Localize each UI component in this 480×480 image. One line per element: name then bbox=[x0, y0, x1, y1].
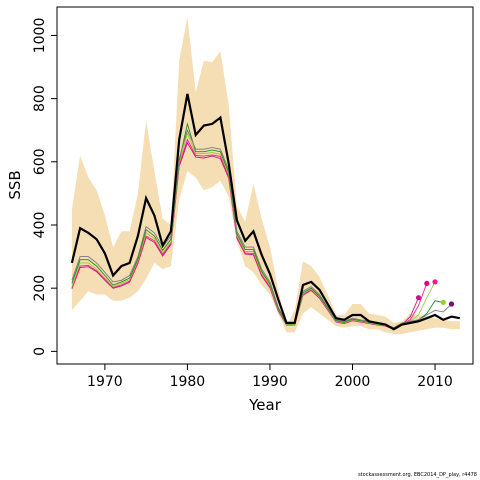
y-tick-label: 200 bbox=[32, 275, 48, 302]
y-tick-label: 400 bbox=[32, 212, 48, 239]
y-tick-label: 800 bbox=[32, 85, 48, 112]
x-tick-label: 1990 bbox=[252, 374, 288, 390]
endpoint-marker-1 bbox=[448, 301, 455, 307]
x-tick-label: 1980 bbox=[170, 374, 206, 390]
endpoint-marker-5 bbox=[415, 295, 422, 301]
y-tick-label: 600 bbox=[32, 148, 48, 175]
y-tick-label: 0 bbox=[32, 347, 48, 356]
retro-series-line-3 bbox=[71, 132, 436, 330]
endpoint-marker-4 bbox=[424, 280, 430, 286]
x-tick-label: 1970 bbox=[87, 374, 123, 390]
confidence-band bbox=[71, 16, 460, 334]
x-tick-label: 2000 bbox=[335, 374, 371, 390]
endpoint-markers bbox=[415, 279, 455, 307]
x-axis-title: Year bbox=[248, 396, 282, 414]
plot-area bbox=[70, 16, 461, 334]
y-tick-label: 1000 bbox=[32, 18, 48, 54]
main-series-line bbox=[70, 93, 461, 331]
endpoint-marker-3 bbox=[432, 279, 438, 285]
plot-frame bbox=[56, 6, 474, 365]
x-tick-label: 2010 bbox=[417, 374, 453, 390]
x-axis: 1970 1980 1990 2000 2010 bbox=[87, 364, 453, 390]
y-axis-title: SSB bbox=[6, 170, 24, 199]
confidence-band-area bbox=[71, 16, 460, 334]
main-series-group bbox=[70, 93, 461, 331]
credit-footer: stockassessment.org, EBC2014_DP_play, r4… bbox=[358, 472, 477, 478]
endpoint-marker-2 bbox=[440, 299, 446, 305]
y-axis: 0 200 400 600 800 1000 bbox=[32, 18, 57, 356]
